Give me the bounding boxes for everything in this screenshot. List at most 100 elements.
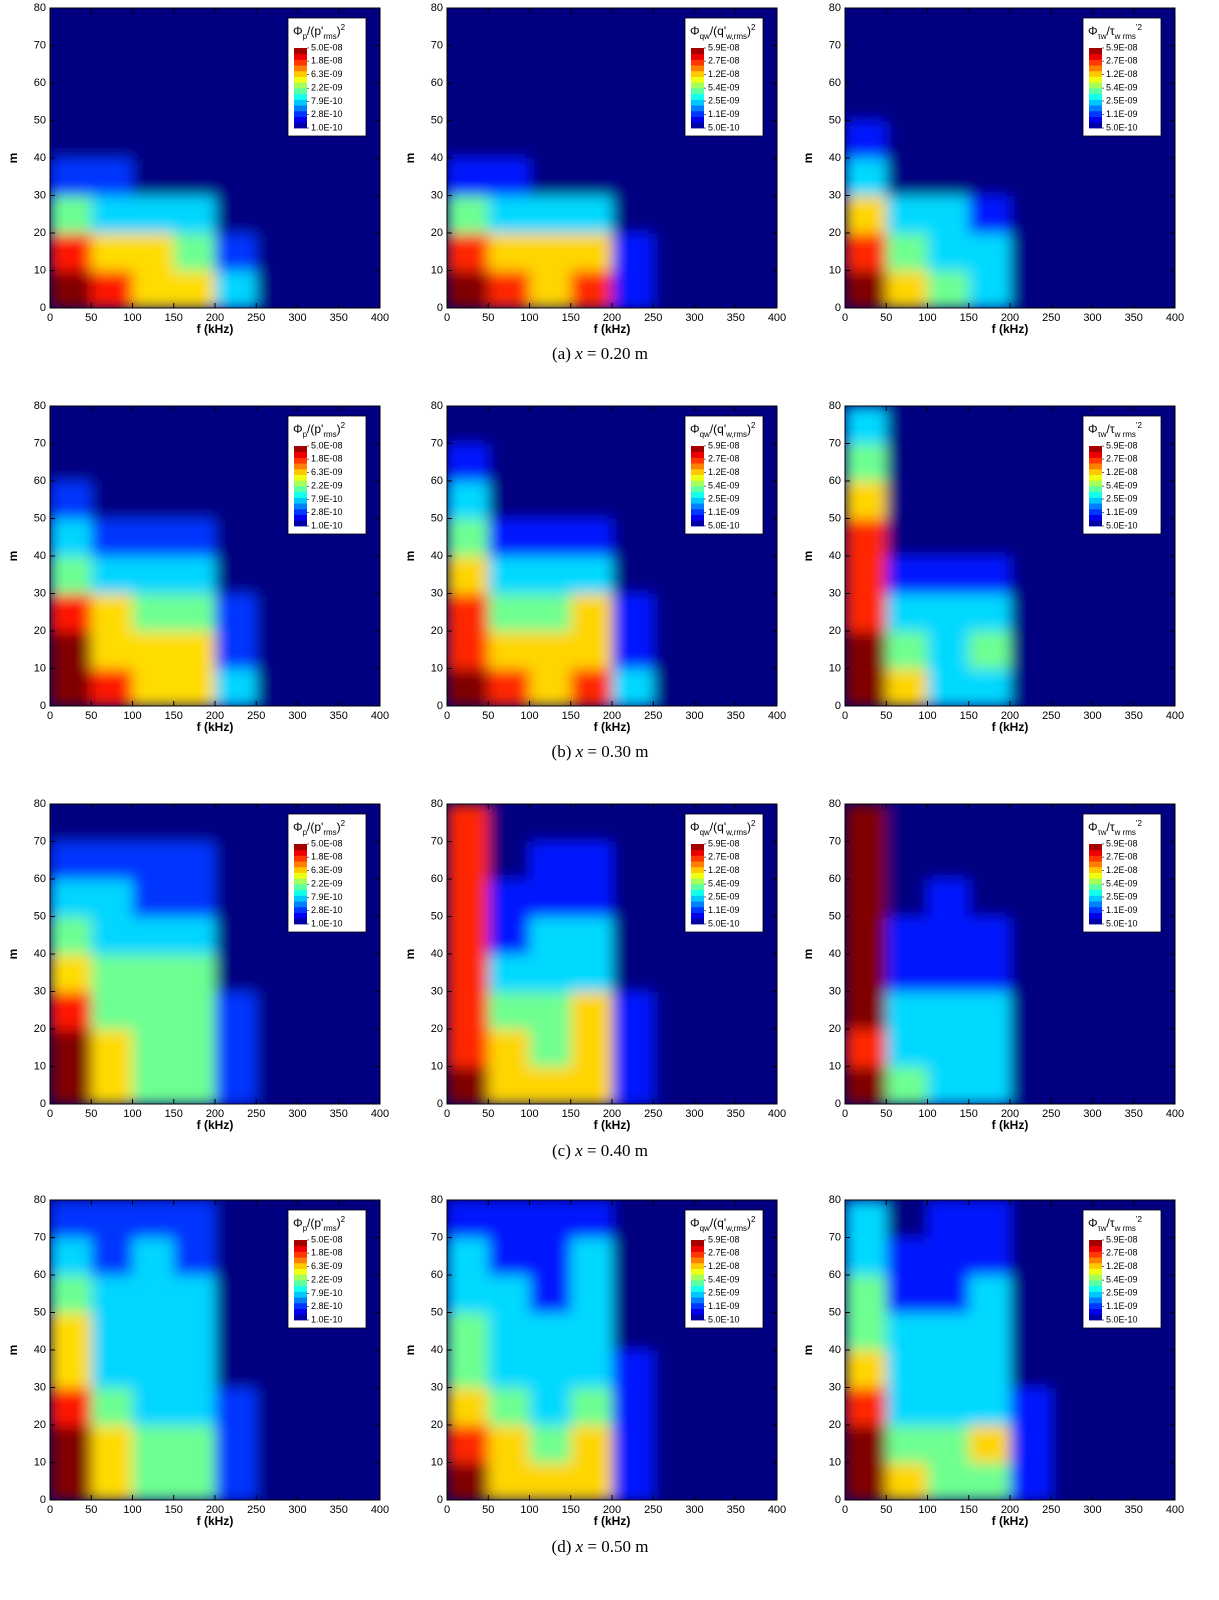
heatmap-cell [530,271,572,309]
heatmap-cell [133,879,175,917]
colorbar-tick-label: 1.0E-10 [311,122,343,132]
colorbar-tick-label: 2.7E-08 [708,453,740,463]
heatmap-cell [1134,1388,1176,1426]
colorbar-band [691,486,704,492]
heatmap-cell [256,158,298,196]
caption-label: (d) [552,1537,572,1556]
caption-variable: x [575,1537,584,1556]
colorbar-tick-label: 2.7E-08 [1106,1247,1138,1257]
heatmap-cell [488,879,530,917]
colorbar-tick-label: 5.9E-08 [708,42,740,52]
heatmap-cell [845,594,887,632]
heatmap-cell [488,406,530,444]
colorbar-tick-label: 5.0E-10 [708,918,740,928]
y-axis-label: m [6,153,20,164]
x-tick-label: 400 [768,1504,786,1516]
colorbar-tick-label: 2.7E-08 [1106,453,1138,463]
heatmap-cell [339,954,381,992]
heatmap-cell [530,804,572,842]
colorbar-title-part: w rms [1114,430,1136,439]
colorbar-legend: Φτw/τw rms'25.9E-082.7E-081.2E-085.4E-09… [1083,416,1161,534]
heatmap-cell [1051,556,1093,594]
colorbar-tick-label: 2.8E-10 [311,109,343,119]
x-tick-label: 100 [123,312,141,324]
x-tick-label: 100 [918,1504,936,1516]
heatmap-cell [1134,631,1176,669]
heatmap-cell [488,1350,530,1388]
heatmap-cell [91,842,133,880]
heatmap-cell [695,954,737,992]
colorbar-tick-label: 2.7E-08 [1106,55,1138,65]
colorbar-tick-label: 5.0E-10 [1106,1314,1138,1324]
heatmap-cell [886,46,928,84]
heatmap-cell [488,271,530,309]
heatmap-cell [215,1067,257,1105]
y-tick-label: 70 [34,39,46,51]
heatmap-cell [845,1388,887,1426]
colorbar-band [691,65,704,71]
colorbar-tick-label: 5.9E-08 [708,1234,740,1244]
y-tick-label: 80 [431,1194,443,1206]
y-tick-label: 40 [431,948,443,960]
heatmap-cell [845,233,887,271]
heatmap-cell [1010,804,1052,842]
heatmap-cell [530,631,572,669]
y-tick-label: 0 [40,302,46,314]
heatmap-cell [571,233,613,271]
heatmap-cell [91,444,133,482]
heatmap-cell [339,556,381,594]
heatmap-cell [174,631,216,669]
heatmap-cell [1010,992,1052,1030]
heatmap-cell [571,631,613,669]
heatmap-cell [736,1463,778,1501]
y-tick-label: 10 [431,264,443,276]
heatmap-cell [571,917,613,955]
colorbar-tick-label: 5.9E-08 [708,838,740,848]
colorbar-tick-label: 1.0E-10 [311,918,343,928]
heatmap-cell [845,879,887,917]
heatmap-cell [845,1238,887,1276]
heatmap-cell [174,233,216,271]
x-axis-label: f (kHz) [197,322,234,336]
heatmap-cell [174,46,216,84]
heatmap-cell [488,1463,530,1501]
heatmap-cell [969,83,1011,121]
colorbar-legend: Φτw/τw rms'25.9E-082.7E-081.2E-085.4E-09… [1083,814,1161,932]
colorbar-band [691,1309,704,1315]
heatmap-cell [653,594,695,632]
colorbar-band [294,1309,307,1315]
heatmap-cell [530,1425,572,1463]
colorbar-title-part: '2 [1136,819,1143,828]
heatmap-cell [886,879,928,917]
heatmap-cell [50,233,92,271]
heatmap-cell [488,1313,530,1351]
heatmap-cell [969,1350,1011,1388]
figure: 0501001502002503003504000102030405060708… [0,0,1219,1600]
heatmap-cell [736,594,778,632]
colorbar-legend: Φp/(p'rms)25.0E-081.8E-086.3E-092.2E-097… [288,416,366,534]
colorbar-band [294,88,307,94]
colorbar-band [294,1291,307,1297]
x-tick-label: 400 [1166,710,1184,722]
colorbar-band [294,1240,307,1246]
colorbar-title-part: τw [1098,430,1107,439]
colorbar-tick-label: 2.2E-09 [311,1275,343,1285]
heatmap-cell [50,83,92,121]
heatmap-cell [298,233,340,271]
heatmap-cell [133,1313,175,1351]
heatmap-cell [969,1238,1011,1276]
heatmap-cell [845,1425,887,1463]
x-tick-label: 300 [1083,710,1101,722]
x-tick-label: 350 [727,710,745,722]
y-axis-label: m [801,551,815,562]
heatmap-cell [1051,158,1093,196]
heatmap-cell [488,594,530,632]
heatmap-cell [886,519,928,557]
heatmap-cell [736,992,778,1030]
heatmap-cell [339,1388,381,1426]
x-tick-label: 400 [768,1108,786,1120]
heatmap-cell [530,481,572,519]
colorbar-tick-label: 5.0E-08 [311,838,343,848]
heatmap-cell [530,594,572,632]
heatmap-cell [339,196,381,234]
